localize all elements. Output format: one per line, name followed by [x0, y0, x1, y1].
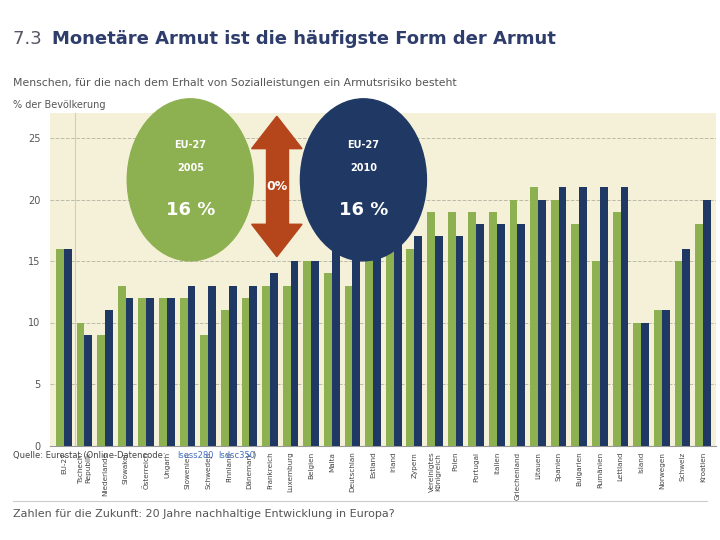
Text: lsdsc350: lsdsc350 — [218, 451, 255, 460]
Bar — [208, 286, 216, 446]
Bar — [592, 261, 600, 446]
Bar — [559, 187, 567, 446]
Bar — [373, 249, 381, 446]
Text: 0%: 0% — [266, 180, 287, 193]
Bar — [696, 224, 703, 446]
Bar — [675, 261, 683, 446]
Bar — [241, 298, 249, 446]
Bar — [84, 335, 92, 446]
Text: ): ) — [253, 451, 256, 460]
Text: EU-27: EU-27 — [348, 140, 379, 150]
Bar — [703, 199, 711, 446]
Bar — [332, 249, 340, 446]
Bar — [353, 249, 360, 446]
Text: 2005: 2005 — [177, 163, 204, 173]
Text: EU-27: EU-27 — [174, 140, 206, 150]
Text: 2010: 2010 — [350, 163, 377, 173]
Polygon shape — [252, 116, 302, 148]
Bar — [538, 199, 546, 446]
Bar — [427, 212, 435, 446]
Text: % der Bevölkerung: % der Bevölkerung — [13, 100, 105, 110]
Bar — [118, 286, 126, 446]
Bar — [365, 249, 373, 446]
Bar — [187, 286, 195, 446]
Bar — [407, 249, 414, 446]
Bar — [221, 310, 229, 446]
Bar — [64, 249, 71, 446]
Polygon shape — [252, 224, 302, 256]
Bar — [621, 187, 629, 446]
Bar — [654, 310, 662, 446]
Bar — [303, 261, 311, 446]
Bar — [146, 298, 154, 446]
Text: 7.3: 7.3 — [13, 30, 48, 48]
Bar — [394, 237, 402, 446]
Text: ,: , — [210, 451, 215, 460]
Bar — [448, 212, 456, 446]
Text: Monetäre Armut ist die häufigste Form der Armut: Monetäre Armut ist die häufigste Form de… — [52, 30, 556, 48]
Bar — [266, 148, 288, 224]
Bar — [345, 286, 353, 446]
Bar — [518, 224, 526, 446]
Bar — [530, 187, 538, 446]
Text: 16 %: 16 % — [338, 200, 388, 219]
Bar — [551, 199, 559, 446]
Bar — [167, 298, 175, 446]
Bar — [97, 335, 105, 446]
Bar — [56, 249, 64, 446]
Bar — [270, 273, 278, 446]
Bar — [283, 286, 291, 446]
Bar — [497, 224, 505, 446]
Text: Quelle: Eurostat (Online-Datencode:: Quelle: Eurostat (Online-Datencode: — [13, 451, 168, 460]
Bar — [311, 261, 319, 446]
Bar — [489, 212, 497, 446]
Ellipse shape — [300, 99, 426, 261]
Ellipse shape — [127, 99, 253, 261]
Bar — [249, 286, 257, 446]
Bar — [324, 273, 332, 446]
Bar — [634, 322, 641, 446]
Bar — [476, 224, 484, 446]
Bar — [126, 298, 133, 446]
Bar — [291, 261, 299, 446]
Bar — [580, 187, 587, 446]
Bar — [600, 187, 608, 446]
Bar — [683, 249, 690, 446]
Bar — [386, 224, 394, 446]
Bar — [180, 298, 187, 446]
Bar — [456, 237, 464, 446]
Bar — [613, 212, 621, 446]
Bar — [414, 237, 422, 446]
Bar — [641, 322, 649, 446]
Bar — [435, 237, 443, 446]
Text: lsoss280: lsoss280 — [177, 451, 214, 460]
Text: Zahlen für die Zukunft: 20 Jahre nachhaltige Entwicklung in Europa?: Zahlen für die Zukunft: 20 Jahre nachhal… — [13, 509, 395, 519]
Bar — [105, 310, 113, 446]
Bar — [262, 286, 270, 446]
Bar — [229, 286, 237, 446]
Bar — [76, 322, 84, 446]
Bar — [159, 298, 167, 446]
Bar — [572, 224, 580, 446]
Bar — [510, 199, 518, 446]
Bar — [662, 310, 670, 446]
Bar — [468, 212, 476, 446]
Text: Menschen, für die nach dem Erhalt von Sozialleistungen ein Armutsrisiko besteht: Menschen, für die nach dem Erhalt von So… — [13, 78, 456, 89]
Bar — [200, 335, 208, 446]
Bar — [138, 298, 146, 446]
Text: 16 %: 16 % — [166, 200, 215, 219]
